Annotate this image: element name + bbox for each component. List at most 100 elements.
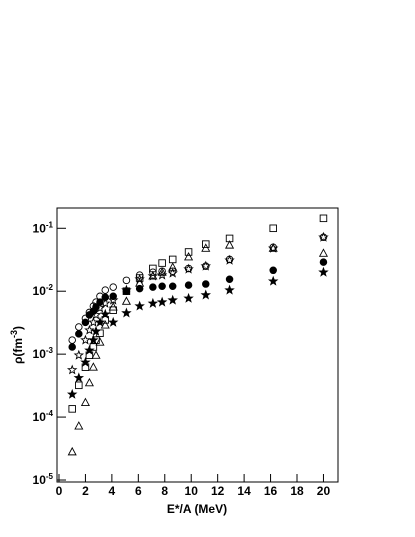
point bbox=[202, 280, 210, 288]
point bbox=[101, 316, 110, 324]
point bbox=[75, 330, 83, 338]
point bbox=[267, 242, 279, 253]
point bbox=[84, 324, 95, 335]
point bbox=[80, 397, 90, 407]
y-tick-label: 10-1 bbox=[33, 220, 54, 235]
y-tick-base: 10 bbox=[33, 347, 47, 361]
point bbox=[68, 343, 76, 351]
point bbox=[156, 269, 168, 280]
y-tick-label: 10-5 bbox=[33, 472, 54, 487]
y-axis-label-sup: -3 bbox=[9, 330, 19, 338]
point bbox=[121, 307, 132, 318]
point bbox=[73, 372, 85, 383]
point bbox=[157, 267, 167, 276]
point bbox=[224, 284, 235, 295]
point bbox=[184, 252, 194, 261]
x-tick-label: 8 bbox=[161, 484, 168, 498]
point bbox=[90, 325, 102, 336]
x-tick-label: 4 bbox=[109, 484, 116, 498]
point bbox=[75, 381, 83, 390]
point bbox=[147, 270, 159, 281]
y-tick-label: 10-4 bbox=[33, 409, 54, 424]
point bbox=[134, 273, 145, 284]
y-tick-exponent: -2 bbox=[46, 283, 54, 292]
point bbox=[268, 243, 278, 252]
point bbox=[66, 364, 78, 375]
point bbox=[319, 214, 328, 223]
point bbox=[267, 275, 279, 286]
point bbox=[184, 248, 193, 256]
point bbox=[101, 286, 110, 294]
point bbox=[101, 293, 110, 302]
point bbox=[107, 316, 119, 327]
x-tick-label: 6 bbox=[135, 484, 142, 498]
point bbox=[109, 283, 117, 291]
point bbox=[158, 267, 166, 275]
point bbox=[269, 224, 277, 233]
y-tick-exponent: -3 bbox=[46, 346, 54, 355]
point bbox=[80, 356, 91, 367]
point bbox=[201, 243, 211, 252]
point bbox=[318, 231, 329, 242]
y-tick-label: 10-2 bbox=[33, 283, 54, 298]
y-tick-base: 10 bbox=[33, 221, 47, 235]
point bbox=[147, 297, 159, 308]
point bbox=[200, 289, 211, 300]
point bbox=[135, 284, 144, 293]
point bbox=[68, 405, 76, 413]
point bbox=[184, 281, 193, 289]
point bbox=[122, 276, 131, 285]
point bbox=[84, 344, 95, 355]
point bbox=[200, 260, 211, 271]
point bbox=[167, 267, 178, 278]
point bbox=[88, 362, 98, 371]
y-axis-label-text: ρ(fm bbox=[11, 338, 25, 364]
point bbox=[109, 292, 117, 301]
plot-frame bbox=[56, 207, 339, 483]
x-tick-label: 0 bbox=[56, 484, 63, 498]
y-axis-label-tail: ) bbox=[11, 326, 25, 330]
y-axis-label: ρ(fm-3) bbox=[9, 326, 25, 364]
point bbox=[183, 292, 194, 303]
point bbox=[100, 308, 111, 319]
x-tick-label: 10 bbox=[185, 484, 199, 498]
y-tick-base: 10 bbox=[33, 410, 47, 424]
point bbox=[84, 377, 94, 387]
point bbox=[96, 298, 104, 306]
point bbox=[88, 334, 99, 345]
point bbox=[66, 388, 78, 399]
point bbox=[318, 248, 329, 257]
point bbox=[318, 266, 329, 277]
point bbox=[224, 254, 235, 265]
point bbox=[156, 296, 168, 307]
point bbox=[68, 336, 76, 344]
point bbox=[121, 296, 131, 305]
point bbox=[91, 350, 101, 359]
x-tick-label: 18 bbox=[290, 484, 304, 498]
point bbox=[269, 266, 277, 275]
point bbox=[75, 323, 83, 331]
point bbox=[108, 302, 118, 311]
point bbox=[80, 334, 91, 345]
point bbox=[183, 263, 194, 274]
point bbox=[95, 337, 105, 346]
point bbox=[134, 300, 145, 311]
y-tick-base: 10 bbox=[33, 284, 47, 298]
point bbox=[107, 294, 119, 305]
point bbox=[88, 316, 99, 327]
point bbox=[149, 283, 157, 291]
point bbox=[158, 282, 166, 290]
point bbox=[225, 275, 234, 283]
y-tick-exponent: -1 bbox=[46, 220, 54, 229]
point bbox=[94, 316, 106, 327]
x-axis-label: E*/A (MeV) bbox=[167, 502, 227, 516]
point bbox=[135, 271, 144, 279]
point bbox=[92, 303, 100, 311]
point bbox=[81, 318, 90, 327]
point bbox=[167, 294, 178, 305]
point bbox=[73, 349, 85, 360]
x-tick-label: 14 bbox=[237, 484, 251, 498]
y-tick-base: 10 bbox=[33, 473, 47, 487]
point bbox=[158, 259, 166, 267]
